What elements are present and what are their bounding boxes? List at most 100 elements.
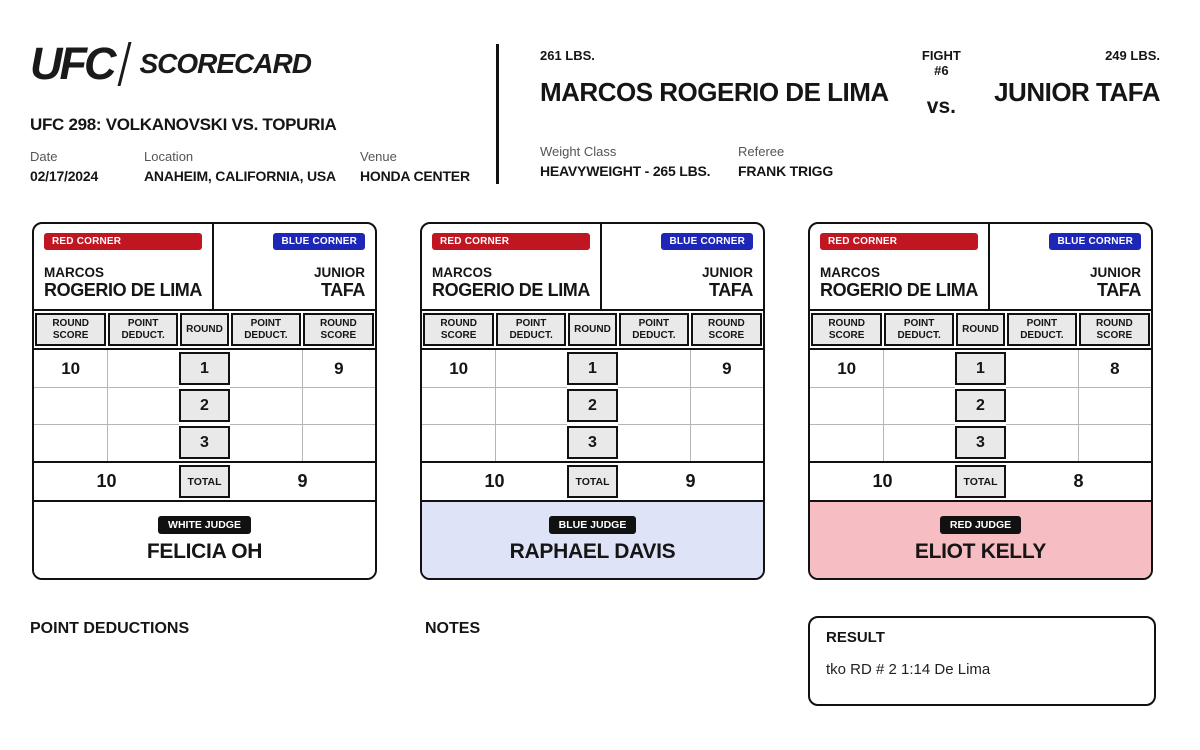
- blue-first-name: JUNIOR: [1089, 265, 1141, 280]
- blue-corner-cell: BLUE CORNER JUNIOR TAFA: [602, 224, 763, 309]
- venue-label: Venue: [360, 149, 397, 164]
- red-corner-badge: RED CORNER: [820, 233, 979, 250]
- weight-class-label: Weight Class: [540, 144, 617, 159]
- red-fighter-name: MARCOS ROGERIO DE LIMA: [44, 265, 202, 301]
- blue-corner-badge: BLUE CORNER: [1049, 233, 1141, 250]
- blue-point-deduction: [618, 387, 690, 424]
- round-number: 3: [566, 426, 619, 459]
- blue-point-deduction: [230, 387, 302, 424]
- col-header-blue-point-deduct: POINT DEDUCT.: [1007, 313, 1077, 346]
- red-total-score: 10: [872, 471, 893, 491]
- blue-corner-cell: BLUE CORNER JUNIOR TAFA: [990, 224, 1151, 309]
- blue-round-score: 9: [301, 350, 375, 387]
- red-last-name: ROGERIO DE LIMA: [432, 280, 591, 300]
- col-header-blue-round-score: ROUND SCORE: [690, 313, 762, 346]
- total-row: 10 TOTAL 9: [34, 461, 375, 500]
- result-label: RESULT: [826, 629, 885, 646]
- location-label: Location: [144, 149, 194, 164]
- red-point-deduction: [495, 424, 567, 461]
- col-header-red-point-deduct: POINT DEDUCT.: [884, 313, 954, 346]
- score-table-body: 10 1 9 2 3: [34, 350, 375, 461]
- red-point-deduction: [495, 350, 567, 387]
- col-header-round: ROUND: [567, 313, 618, 346]
- red-last-name: ROGERIO DE LIMA: [820, 280, 979, 300]
- judge-scorecards: RED CORNER MARCOS ROGERIO DE LIMA BLUE C…: [32, 222, 1153, 580]
- red-fighter-weight: 261 LBS.: [540, 48, 595, 63]
- red-point-deduction: [495, 387, 567, 424]
- col-header-round: ROUND: [955, 313, 1006, 346]
- judge-section: BLUE JUDGE RAPHAEL DAVIS: [422, 500, 763, 578]
- blue-point-deduction: [618, 350, 690, 387]
- judge-name: ELIOT KELLY: [914, 540, 1047, 563]
- blue-total-score: 9: [297, 471, 308, 491]
- score-table-header: ROUND SCORE POINT DEDUCT. ROUND POINT DE…: [34, 311, 375, 350]
- blue-fighter-block: 249 LBS. JUNIOR TAFA: [994, 48, 1160, 119]
- col-header-red-point-deduct: POINT DEDUCT.: [496, 313, 566, 346]
- blue-last-name: TAFA: [1096, 280, 1141, 300]
- red-round-score: 10: [61, 358, 81, 378]
- red-round-score: [34, 424, 108, 461]
- red-last-name: ROGERIO DE LIMA: [44, 280, 203, 300]
- venue-value: HONDA CENTER: [360, 168, 470, 184]
- fight-meta: Weight Class HEAVYWEIGHT - 265 LBS. Refe…: [540, 144, 1160, 179]
- red-corner-badge: RED CORNER: [44, 233, 203, 250]
- blue-round-score: [301, 424, 375, 461]
- round-number: 1: [178, 352, 231, 385]
- red-point-deduction: [883, 424, 955, 461]
- col-header-blue-point-deduct: POINT DEDUCT.: [231, 313, 301, 346]
- red-total-score: 10: [484, 471, 505, 491]
- red-first-name: MARCOS: [44, 265, 104, 280]
- red-round-score: [422, 387, 496, 424]
- round-number: 1: [566, 352, 619, 385]
- round-number: 2: [954, 389, 1007, 422]
- round-number: 2: [566, 389, 619, 422]
- blue-last-name: TAFA: [320, 280, 365, 300]
- col-header-red-round-score: ROUND SCORE: [423, 313, 495, 346]
- score-table-header: ROUND SCORE POINT DEDUCT. ROUND POINT DE…: [422, 311, 763, 350]
- blue-round-score: [689, 387, 763, 424]
- blue-corner-badge: BLUE CORNER: [661, 233, 753, 250]
- col-header-red-point-deduct: POINT DEDUCT.: [108, 313, 178, 346]
- ufc-scorecard-logo: UFC SCORECARD: [30, 38, 470, 89]
- event-title: UFC 298: VOLKANOVSKI VS. TOPURIA: [30, 115, 337, 134]
- col-header-blue-round-score: ROUND SCORE: [1078, 313, 1150, 346]
- blue-round-score: [1077, 424, 1151, 461]
- result-box: RESULT tko RD # 2 1:14 De Lima: [808, 616, 1156, 706]
- location-value: ANAHEIM, CALIFORNIA, USA: [144, 168, 336, 184]
- blue-point-deduction: [1006, 424, 1078, 461]
- blue-round-score: 9: [689, 350, 763, 387]
- vs-label: vs.: [926, 95, 956, 118]
- fight-header: 261 LBS. MARCOS ROGERIO DE LIMA FIGHT #6…: [540, 48, 1160, 179]
- blue-first-name: JUNIOR: [701, 265, 753, 280]
- col-header-blue-point-deduct: POINT DEDUCT.: [619, 313, 689, 346]
- total-row: 10 TOTAL 9: [422, 461, 763, 500]
- blue-point-deduction: [230, 424, 302, 461]
- red-fighter-name: MARCOS ROGERIO DE LIMA: [432, 265, 590, 301]
- header-divider: [496, 44, 499, 184]
- red-total-score: 10: [96, 471, 117, 491]
- scorecard-red-judge: RED CORNER MARCOS ROGERIO DE LIMA BLUE C…: [808, 222, 1153, 580]
- red-round-score: [34, 387, 108, 424]
- judge-section: RED JUDGE ELIOT KELLY: [810, 500, 1151, 578]
- judge-type-badge: WHITE JUDGE: [158, 516, 251, 534]
- blue-total-score: 9: [685, 471, 696, 491]
- red-point-deduction: [107, 350, 179, 387]
- blue-fighter-name: JUNIOR TAFA: [702, 265, 753, 301]
- red-point-deduction: [883, 387, 955, 424]
- red-corner-badge: RED CORNER: [432, 233, 591, 250]
- blue-round-score: 8: [1077, 350, 1151, 387]
- blue-corner-cell: BLUE CORNER JUNIOR TAFA: [214, 224, 375, 309]
- col-header-red-round-score: ROUND SCORE: [35, 313, 107, 346]
- blue-round-score: [1077, 387, 1151, 424]
- weight-class: Weight Class HEAVYWEIGHT - 265 LBS.: [540, 144, 738, 179]
- blue-total-score: 8: [1073, 471, 1084, 491]
- blue-fighter-name: JUNIOR TAFA: [1090, 265, 1141, 301]
- event-venue: Venue HONDA CENTER: [360, 149, 470, 184]
- col-header-round: ROUND: [179, 313, 230, 346]
- fighter-names-header: RED CORNER MARCOS ROGERIO DE LIMA BLUE C…: [810, 224, 1151, 311]
- red-corner-cell: RED CORNER MARCOS ROGERIO DE LIMA: [810, 224, 991, 309]
- scorecard-header: UFC SCORECARD UFC 298: VOLKANOVSKI VS. T…: [30, 38, 470, 184]
- weight-class-value: HEAVYWEIGHT - 265 LBS.: [540, 163, 711, 179]
- blue-point-deduction: [1006, 387, 1078, 424]
- col-header-red-round-score: ROUND SCORE: [811, 313, 883, 346]
